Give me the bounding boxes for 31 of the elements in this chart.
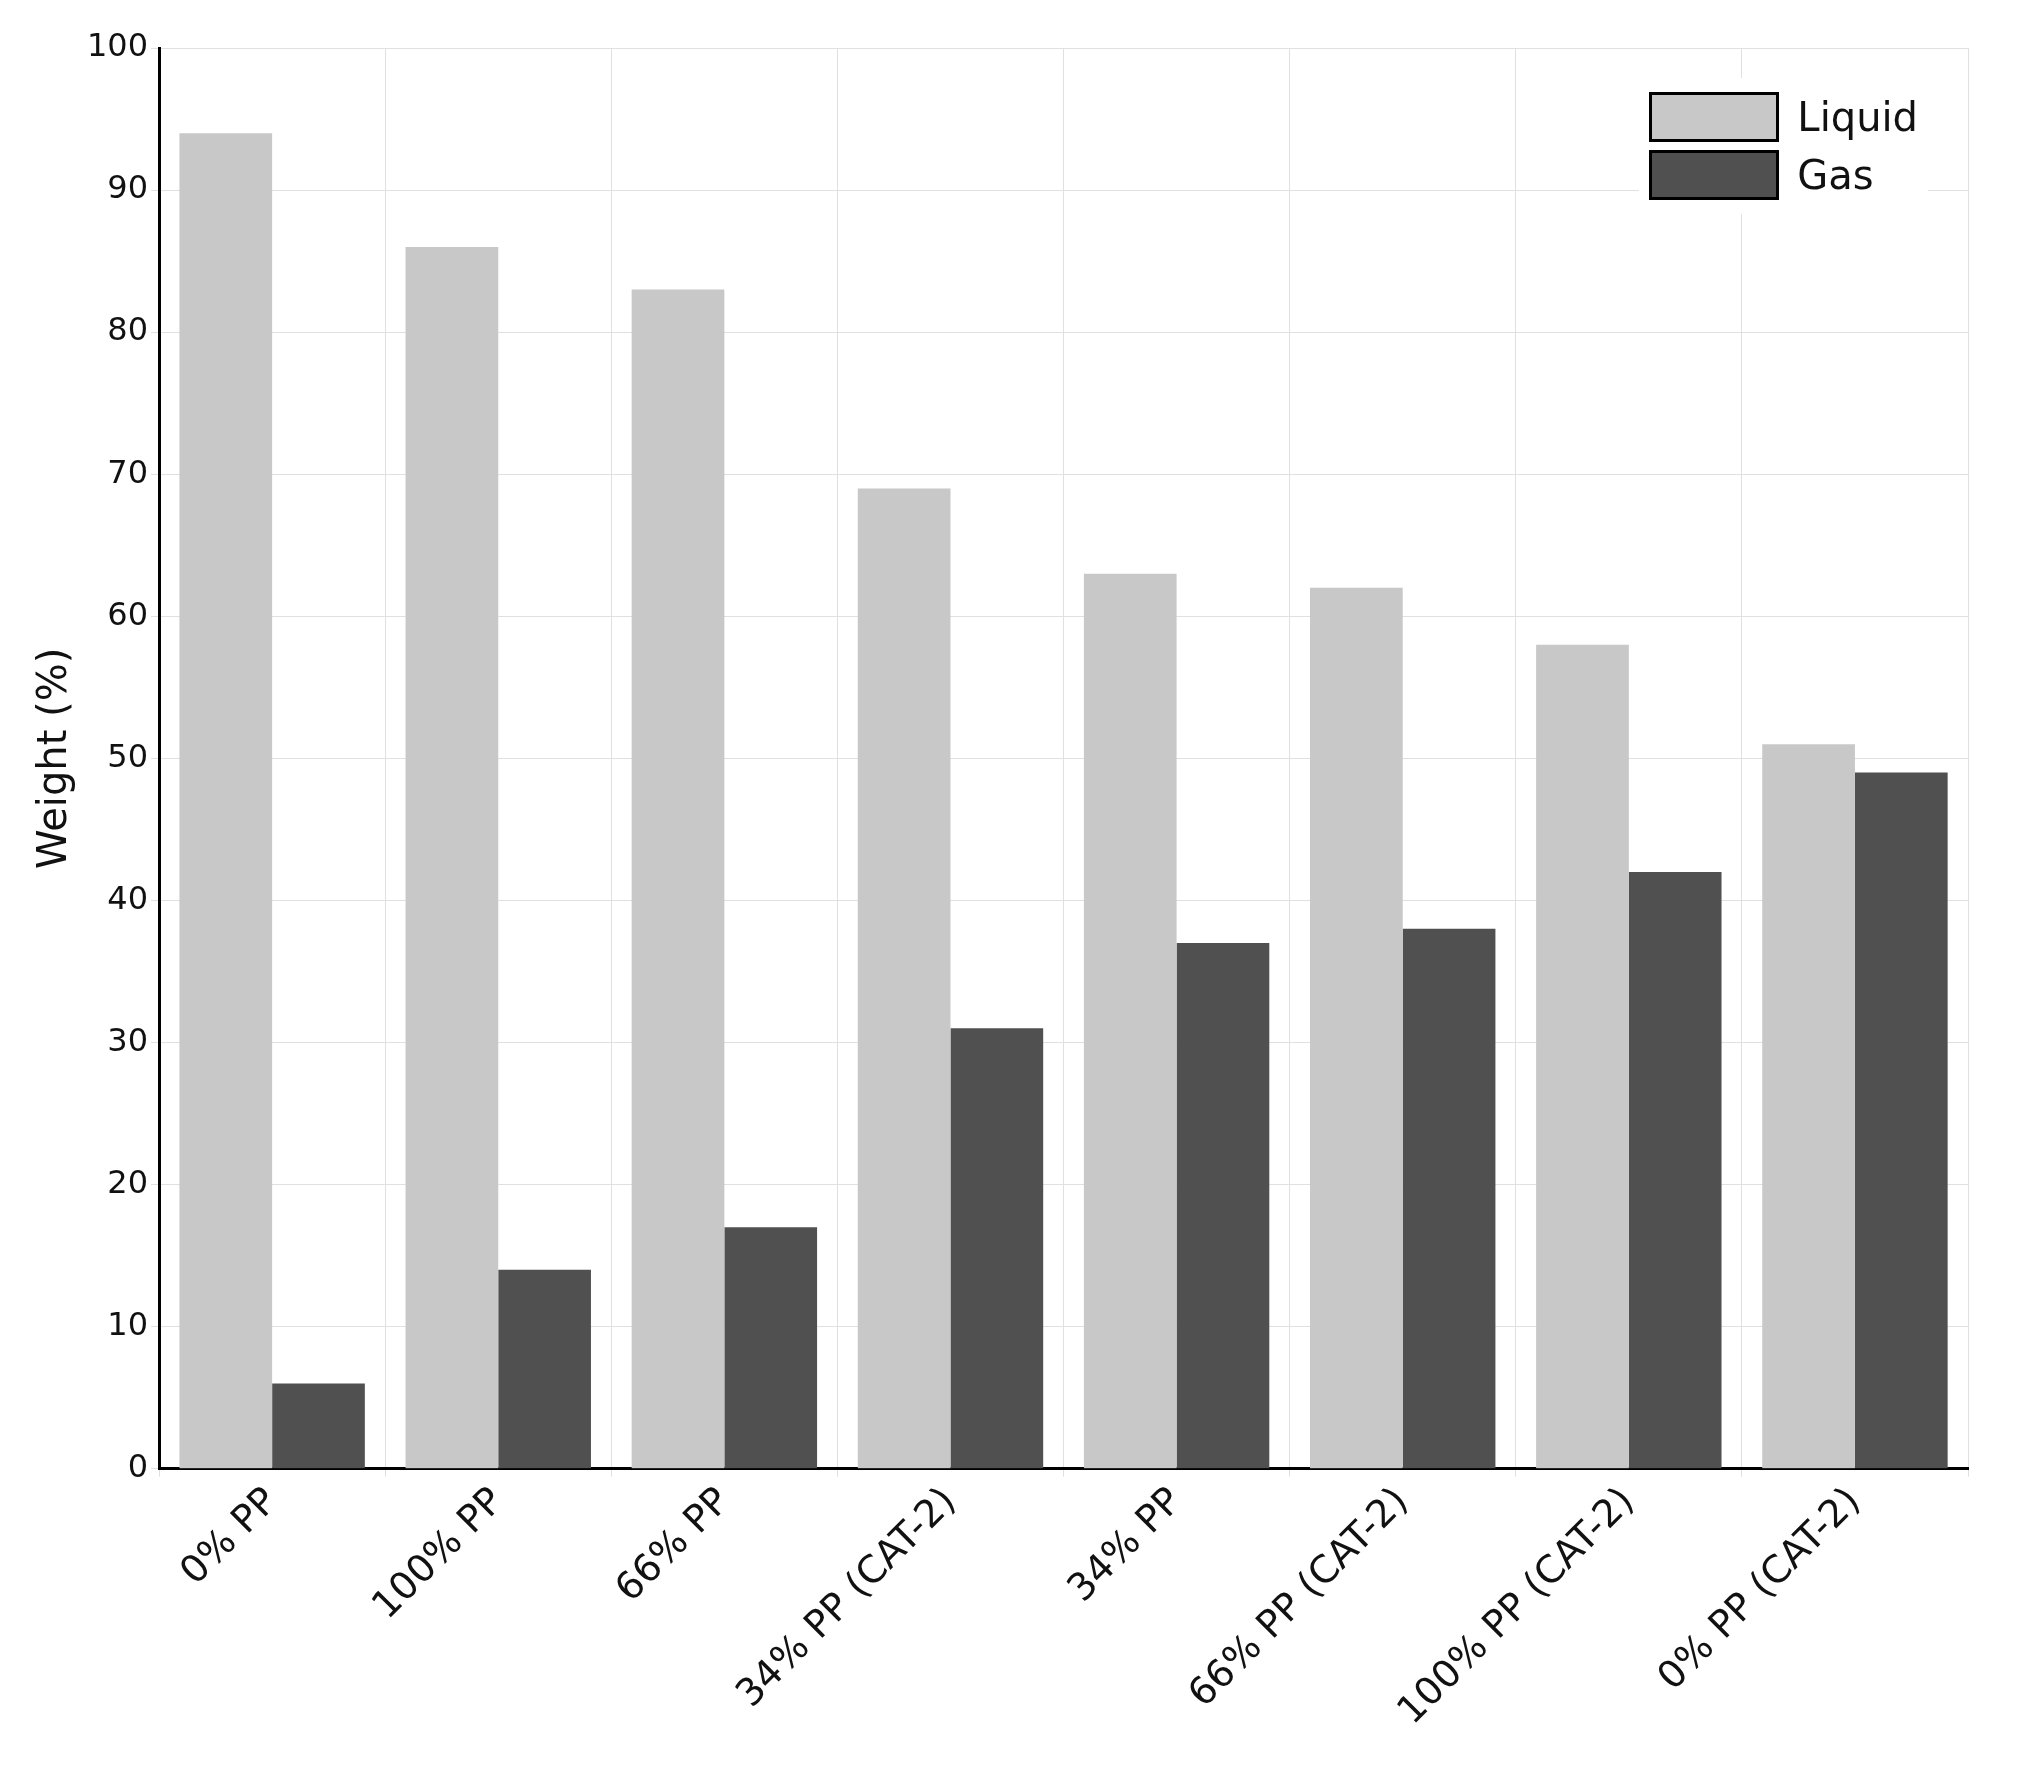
bar — [498, 1269, 591, 1469]
legend-label: Gas — [1797, 152, 1874, 198]
y-tick-label: 60 — [107, 594, 149, 633]
bar — [405, 246, 499, 1469]
bar — [179, 133, 273, 1469]
y-tick-label: 40 — [107, 878, 149, 917]
y-tick-label: 80 — [107, 310, 149, 349]
legend-label: Liquid — [1797, 94, 1918, 140]
y-axis-title: Weight (%) — [29, 647, 76, 869]
bar — [1402, 928, 1496, 1469]
bar — [950, 1028, 1044, 1469]
y-tick-label: 0 — [127, 1447, 149, 1485]
bar — [857, 488, 951, 1469]
y-tick-label: 50 — [107, 736, 149, 775]
bar — [1628, 872, 1722, 1469]
bar — [1854, 772, 1948, 1469]
y-tick-label: 10 — [107, 1304, 149, 1343]
bar — [1176, 943, 1270, 1469]
bar — [631, 289, 725, 1469]
y-tick-label: 100 — [87, 26, 149, 65]
y-tick-label: 20 — [107, 1162, 149, 1201]
bar — [724, 1227, 818, 1469]
y-tick-label: 70 — [107, 452, 149, 491]
bar — [272, 1383, 365, 1469]
y-tick-label: 90 — [107, 168, 149, 207]
bar — [1536, 644, 1629, 1469]
bar — [1762, 744, 1855, 1469]
bar — [1310, 587, 1403, 1469]
bar — [1083, 573, 1177, 1469]
x-tick-label: 0% PP — [170, 1478, 286, 1593]
y-tick-label: 30 — [107, 1020, 149, 1059]
